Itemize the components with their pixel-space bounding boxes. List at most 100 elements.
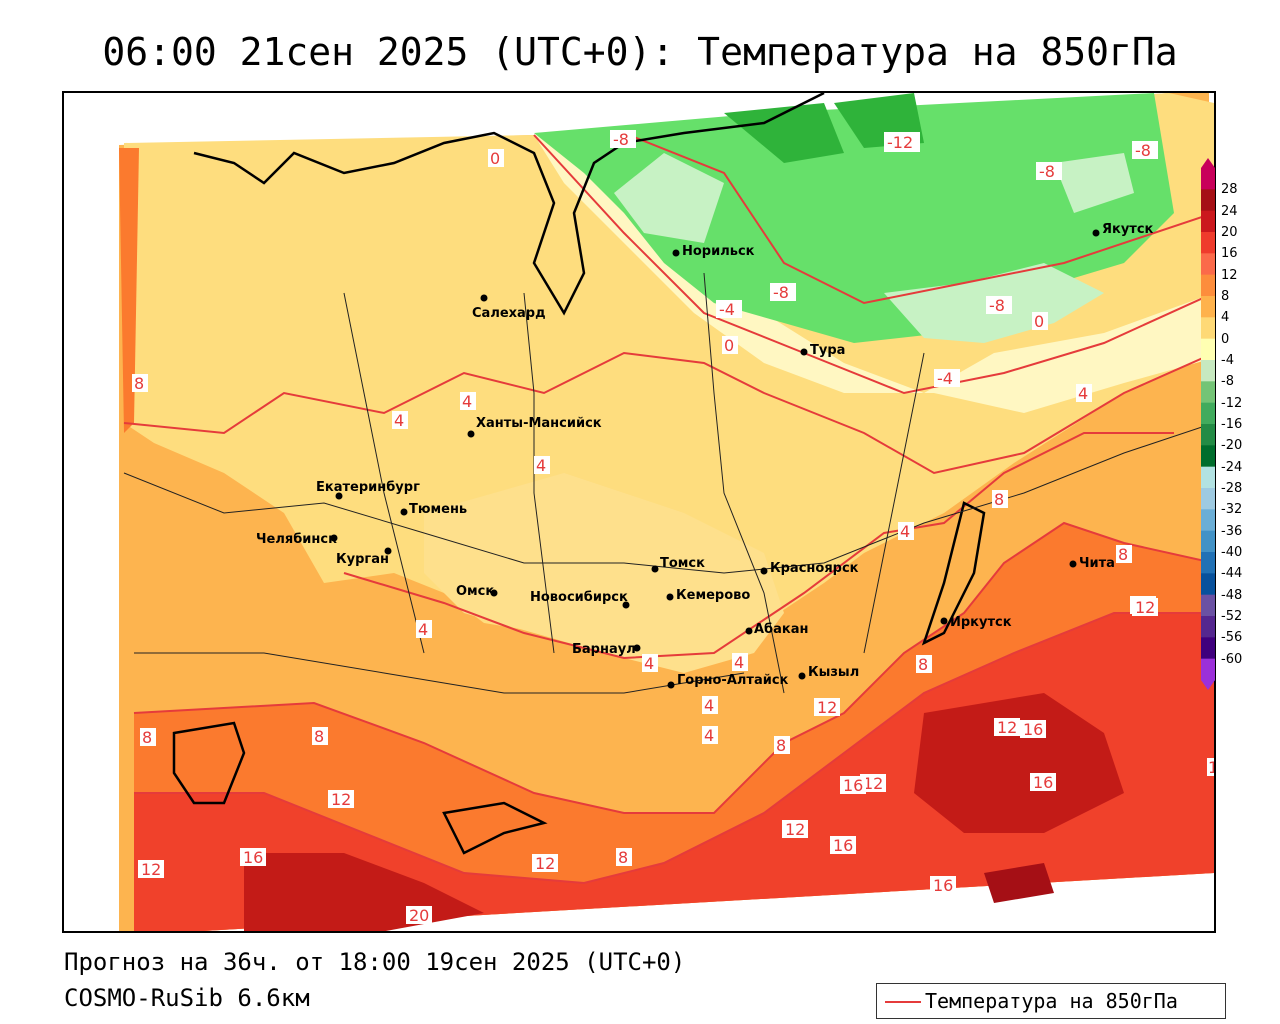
city-tura: Тура — [800, 343, 845, 358]
temperature-map: Норильск Якутск Салехард Тура Ханты-Манс… — [62, 91, 1216, 933]
svg-text:4: 4 — [462, 392, 472, 411]
deep-red-patch-2 — [914, 693, 1124, 833]
colorbar-tick-label: -28 — [1221, 481, 1243, 496]
colorbar-tick-label: -52 — [1221, 609, 1243, 624]
isotherm-0 — [533, 134, 1214, 395]
colorbar-swatch — [1201, 637, 1215, 660]
isotherm-label: 12 — [782, 820, 808, 839]
isotherm-label: 0 — [488, 149, 504, 168]
city-chita: Чита — [1069, 556, 1115, 571]
colorbar-tick-label: 28 — [1221, 182, 1238, 198]
colorbar-tick-label: 12 — [1221, 267, 1238, 283]
svg-text:8: 8 — [618, 848, 628, 867]
isotherm-label: 12 — [328, 790, 354, 809]
colorbar-swatch — [1201, 466, 1215, 489]
city-barnaul: Барнаул — [572, 642, 641, 657]
colorbar-bottom-arrow — [1201, 680, 1215, 690]
yellow-interior-region — [424, 473, 784, 673]
colorbar-tick-label: -32 — [1221, 502, 1243, 518]
svg-text:4: 4 — [418, 620, 428, 639]
deep-green-patch — [724, 103, 844, 163]
colorbar-swatch — [1201, 509, 1215, 532]
svg-text:Барнаул: Барнаул — [572, 642, 636, 657]
colorbar-tick-label: -4 — [1221, 353, 1234, 368]
isotherm-label: 4 — [642, 654, 658, 673]
svg-text:8: 8 — [776, 736, 786, 755]
svg-text:1: 1 — [1208, 758, 1216, 777]
colorbar-swatch — [1201, 189, 1215, 212]
svg-text:Кемерово: Кемерово — [676, 588, 750, 603]
colorbar-tick-label: -56 — [1221, 630, 1243, 646]
colorbar-tick-label: 8 — [1221, 289, 1230, 304]
svg-text:-4: -4 — [937, 369, 953, 388]
temperature-colorbar — [1201, 158, 1215, 690]
svg-text:12: 12 — [863, 774, 883, 793]
map-canvas: Норильск Якутск Салехард Тура Ханты-Манс… — [119, 93, 1216, 931]
colorbar-swatch — [1201, 488, 1215, 510]
colorbar-swatch — [1201, 552, 1215, 574]
isotherm-label: 4 — [460, 392, 476, 411]
city-kemerovo: Кемерово — [666, 588, 750, 603]
svg-text:-8: -8 — [1135, 141, 1151, 160]
svg-text:12: 12 — [535, 854, 555, 873]
isotherm-label: 4 — [702, 726, 718, 745]
city-chelyabinsk: Челябинск — [256, 532, 338, 547]
colorbar-swatch — [1201, 360, 1215, 382]
svg-text:12: 12 — [997, 718, 1017, 737]
isotherm-label: -8 — [770, 283, 796, 302]
isotherm-label: 16 — [1030, 773, 1056, 792]
isotherm-label: 4 — [534, 456, 550, 475]
svg-text:8: 8 — [994, 490, 1004, 509]
svg-text:-8: -8 — [773, 283, 789, 302]
svg-text:20: 20 — [409, 906, 429, 925]
svg-text:4: 4 — [394, 411, 404, 430]
colorbar-swatch — [1201, 210, 1215, 233]
colorbar-swatch — [1201, 317, 1215, 340]
isotherm-label: -8 — [610, 130, 636, 149]
svg-text:12: 12 — [1135, 598, 1155, 617]
colorbar-swatch — [1201, 338, 1215, 361]
isotherm-value-labels: -8 -12 -8 -8 0 -8 -8 -4 0 -4 0 4 4 4 4 8… — [132, 130, 1216, 925]
colorbar-swatch — [1201, 253, 1215, 276]
colorbar-tick-label: -48 — [1221, 587, 1243, 603]
colorbar-swatch — [1201, 168, 1215, 190]
light-green-patch-3 — [1054, 153, 1134, 213]
isotherm-label: 4 — [898, 522, 914, 541]
city-novosibirsk: Новосибирск — [530, 590, 630, 609]
svg-text:Екатеринбург: Екатеринбург — [316, 480, 420, 495]
isotherm-label: 4 — [392, 411, 408, 430]
svg-text:8: 8 — [134, 374, 144, 393]
baikal-outline — [921, 501, 986, 646]
colorbar-swatch — [1201, 658, 1215, 681]
colorbar-tick-label: 16 — [1221, 246, 1238, 262]
svg-text:4: 4 — [734, 653, 744, 672]
city-omsk: Омск — [456, 584, 498, 599]
svg-text:Тура: Тура — [810, 343, 845, 358]
svg-text:12: 12 — [141, 860, 161, 879]
isotherm-label: 8 — [132, 374, 148, 393]
svg-text:Томск: Томск — [660, 556, 705, 571]
colorbar-tick-label: 24 — [1221, 203, 1238, 219]
colorbar-tick-label: -40 — [1221, 545, 1243, 560]
colorbar-tick-label: -12 — [1221, 395, 1243, 411]
red-region — [134, 613, 1214, 931]
isotherm-label: 12 — [860, 774, 886, 793]
isotherm-label: 12 — [994, 718, 1020, 737]
svg-text:-4: -4 — [719, 300, 735, 319]
colorbar-tick-label: -44 — [1221, 566, 1243, 582]
aral-sea-outline — [172, 721, 246, 805]
isotherm-label: 8 — [616, 848, 632, 867]
isotherm-label: -4 — [934, 369, 960, 388]
isotherm-label: 4 — [702, 696, 718, 715]
svg-text:4: 4 — [1078, 384, 1088, 403]
city-yakutsk: Якутск — [1092, 222, 1154, 237]
isotherm-label: 8 — [140, 728, 156, 747]
isotherm-label: 8 — [312, 727, 328, 746]
colorbar-swatch — [1201, 573, 1215, 596]
isotherm-4-south — [343, 432, 1174, 660]
svg-text:16: 16 — [1023, 720, 1043, 739]
isotherm-label: -8 — [1036, 162, 1062, 181]
svg-text:Новосибирск: Новосибирск — [530, 590, 628, 605]
city-abakan: Абакан — [745, 622, 809, 637]
colorbar-tick-label: -24 — [1221, 459, 1243, 475]
